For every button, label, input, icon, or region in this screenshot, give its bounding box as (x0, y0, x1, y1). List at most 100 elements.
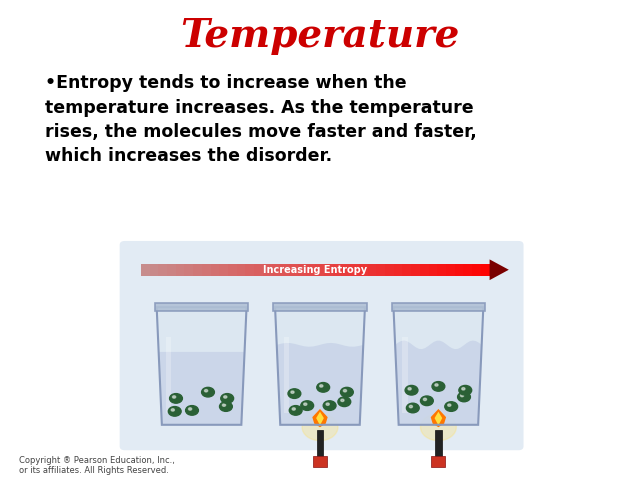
Text: •Entropy tends to increase when the
temperature increases. As the temperature
ri: •Entropy tends to increase when the temp… (45, 74, 477, 165)
Circle shape (406, 403, 419, 413)
Circle shape (292, 408, 296, 410)
Bar (431, 456, 445, 467)
Polygon shape (159, 352, 244, 425)
Bar (403, 264, 411, 276)
Circle shape (420, 414, 456, 441)
Bar (376, 264, 385, 276)
Circle shape (408, 388, 412, 390)
Circle shape (288, 389, 301, 398)
Bar (193, 264, 202, 276)
Bar (237, 264, 246, 276)
Circle shape (445, 402, 458, 411)
Bar (273, 303, 367, 311)
Bar (350, 264, 359, 276)
Circle shape (188, 408, 192, 410)
Circle shape (461, 395, 464, 396)
Circle shape (448, 404, 451, 406)
Bar (392, 303, 485, 311)
Text: Increasing Entropy: Increasing Entropy (263, 265, 367, 275)
Circle shape (338, 397, 351, 407)
Circle shape (221, 394, 234, 403)
Polygon shape (275, 307, 365, 425)
Text: Temperature: Temperature (180, 17, 460, 55)
Bar (271, 264, 280, 276)
Bar (284, 336, 289, 413)
Circle shape (323, 401, 336, 410)
Bar (317, 430, 323, 456)
Circle shape (410, 405, 413, 408)
Bar (167, 264, 175, 276)
Circle shape (424, 398, 427, 400)
Bar (289, 264, 298, 276)
Circle shape (326, 403, 330, 405)
Bar (446, 264, 455, 276)
Circle shape (317, 383, 330, 392)
Polygon shape (312, 409, 328, 427)
Bar (333, 264, 341, 276)
Bar (307, 264, 316, 276)
Bar (254, 264, 263, 276)
Circle shape (459, 385, 472, 395)
Circle shape (340, 387, 353, 397)
Bar (411, 264, 420, 276)
Bar (429, 264, 437, 276)
Circle shape (186, 406, 198, 415)
Polygon shape (435, 412, 442, 425)
Bar (220, 264, 228, 276)
Circle shape (462, 388, 465, 390)
Circle shape (301, 401, 314, 410)
Circle shape (291, 391, 294, 394)
Bar (150, 264, 158, 276)
Bar (175, 264, 184, 276)
Circle shape (202, 387, 214, 397)
Bar (166, 336, 171, 413)
Bar (280, 264, 289, 276)
Bar (202, 264, 211, 276)
Bar (228, 264, 237, 276)
Circle shape (170, 394, 182, 403)
Bar (141, 264, 150, 276)
Bar (385, 264, 394, 276)
Bar (455, 264, 463, 276)
Polygon shape (395, 340, 482, 425)
Bar (367, 264, 376, 276)
Bar (341, 264, 350, 276)
Bar (359, 264, 367, 276)
Bar (394, 264, 403, 276)
Circle shape (224, 396, 227, 398)
Circle shape (220, 402, 232, 411)
FancyBboxPatch shape (120, 241, 524, 450)
Bar (158, 264, 167, 276)
Bar (463, 264, 472, 276)
Bar (313, 456, 327, 467)
Bar (155, 303, 248, 311)
Bar (246, 264, 254, 276)
Bar (184, 264, 193, 276)
Polygon shape (157, 307, 246, 425)
Circle shape (319, 385, 323, 387)
Polygon shape (394, 307, 483, 425)
Bar (298, 264, 307, 276)
Circle shape (405, 385, 418, 395)
Bar (481, 264, 490, 276)
Circle shape (172, 408, 174, 411)
Bar (403, 336, 408, 413)
Circle shape (223, 404, 226, 406)
Polygon shape (316, 412, 324, 425)
Polygon shape (490, 259, 509, 280)
Bar (324, 264, 333, 276)
Circle shape (173, 396, 175, 398)
Polygon shape (431, 409, 446, 427)
Circle shape (420, 396, 433, 406)
Text: Copyright ® Pearson Education, Inc.,
or its affiliates. All Rights Reserved.: Copyright ® Pearson Education, Inc., or … (19, 456, 175, 475)
Circle shape (458, 392, 470, 402)
Bar (263, 264, 271, 276)
Circle shape (168, 407, 181, 416)
Bar (472, 264, 481, 276)
Polygon shape (276, 343, 364, 425)
Circle shape (435, 384, 438, 386)
Circle shape (289, 406, 302, 415)
Circle shape (432, 382, 445, 391)
Bar (437, 264, 446, 276)
Circle shape (302, 414, 338, 441)
